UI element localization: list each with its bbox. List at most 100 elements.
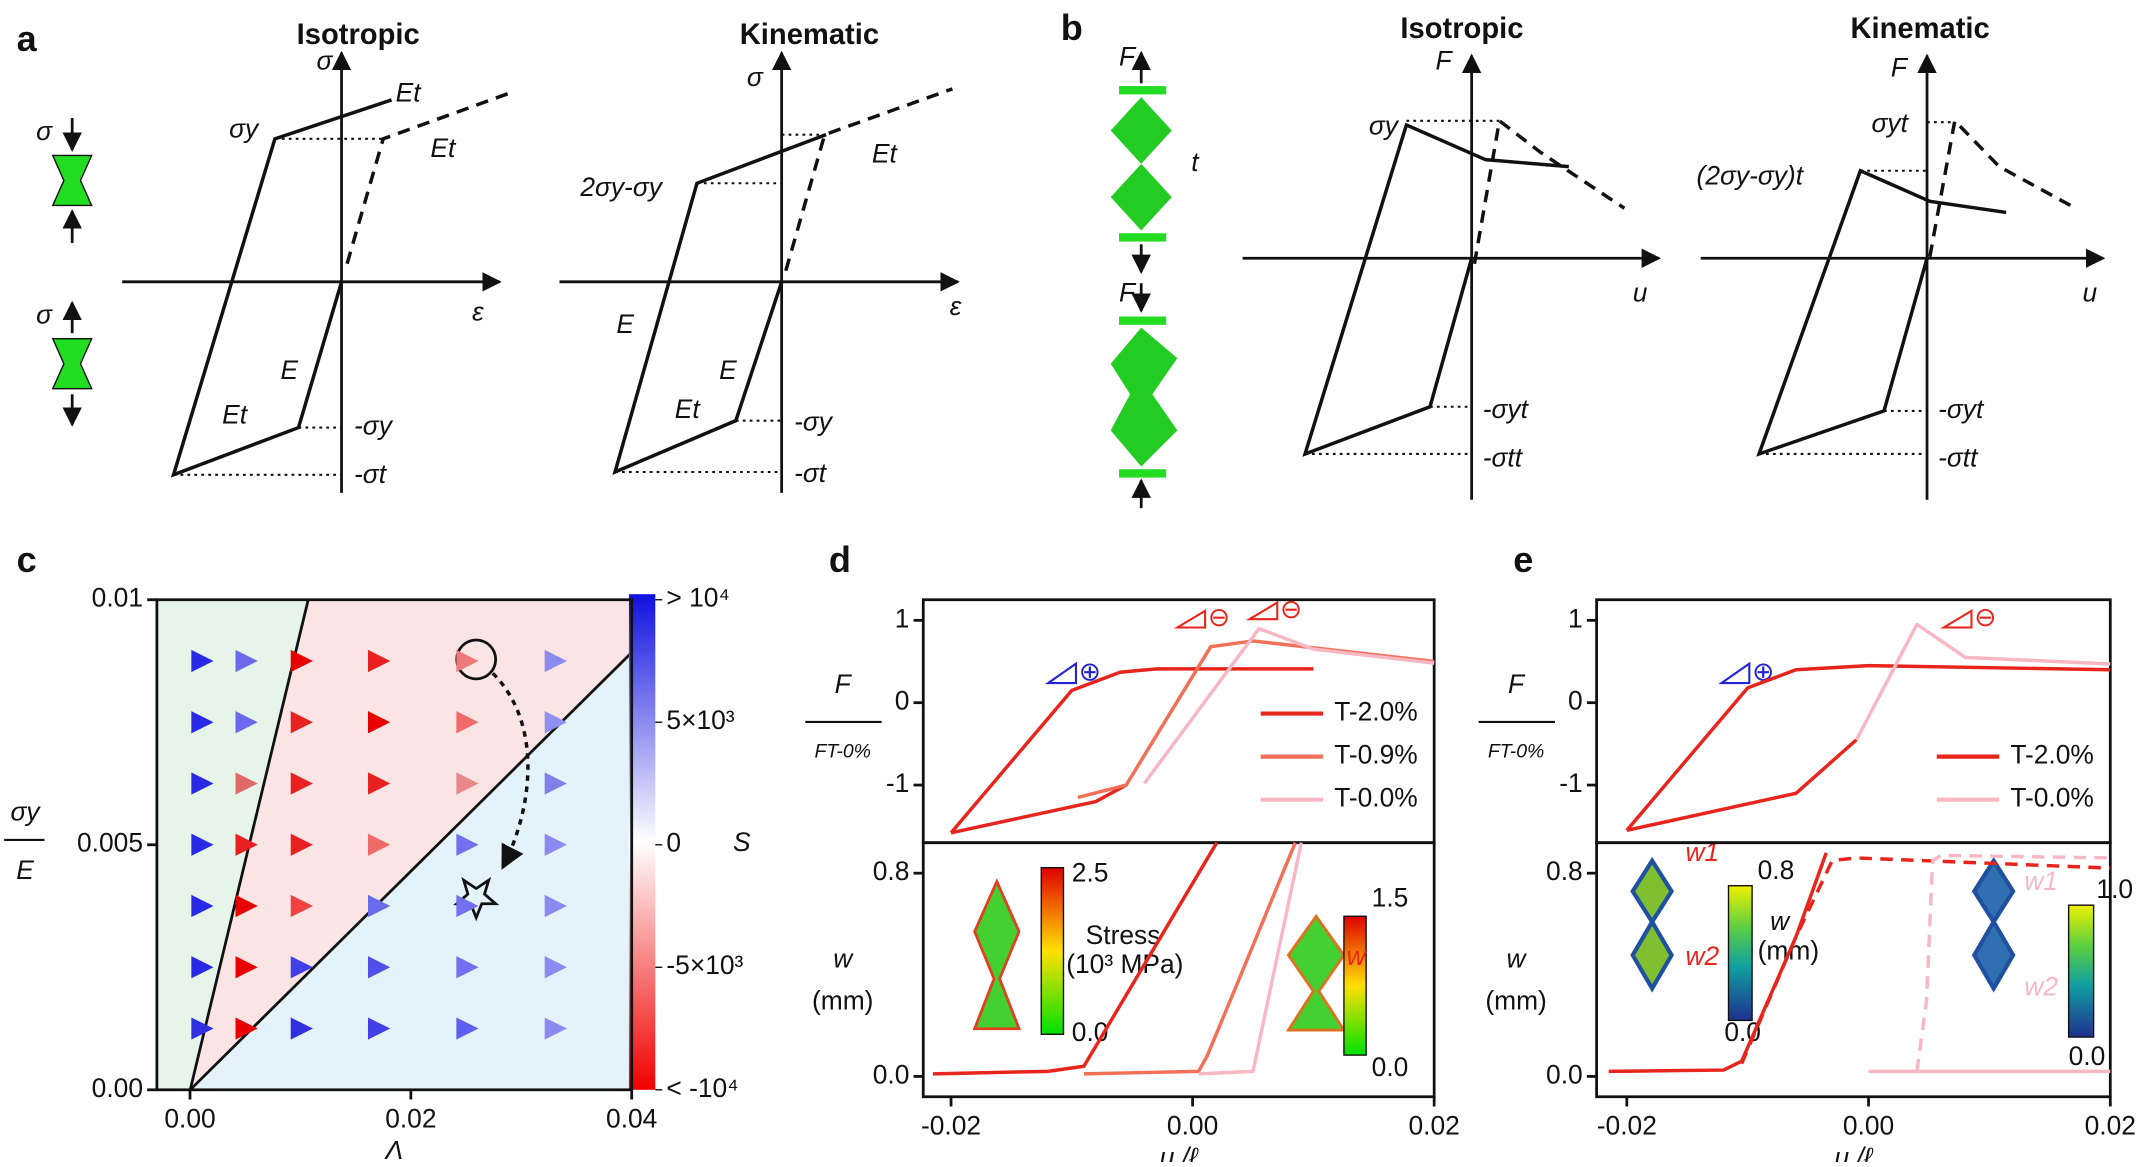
point	[235, 711, 258, 734]
x-tick-label: 0.00	[164, 1103, 215, 1133]
point	[544, 956, 567, 979]
label: -σtt	[1938, 442, 1979, 472]
point	[456, 894, 479, 918]
panel-title: Isotropic	[297, 19, 420, 51]
specimen-part	[1119, 316, 1167, 325]
label: σy	[229, 113, 260, 143]
label: u	[2083, 277, 2098, 307]
y-tick-label: 0	[895, 686, 910, 716]
series-line	[949, 667, 1314, 835]
legend-label: T-2.0%	[2010, 740, 2094, 770]
plot-frame	[921, 841, 1436, 1099]
legend-label: T-0.0%	[1334, 783, 1418, 813]
colorbar-tick-label: > 10⁴	[666, 583, 729, 613]
series-line	[1198, 842, 1304, 1076]
x-axis-label: u /ℓ	[1160, 1142, 1199, 1162]
x-tick-label: 0.02	[2085, 1110, 2136, 1140]
label: Et	[396, 77, 423, 107]
y-axis-label: w	[833, 944, 854, 974]
x-tick-label: -0.02	[1597, 1110, 1657, 1140]
point	[191, 649, 214, 673]
point	[191, 894, 214, 918]
point	[290, 649, 313, 673]
curve	[1472, 117, 1626, 265]
point	[290, 711, 313, 734]
y-tick-label: 1	[1568, 603, 1583, 633]
y-axis-label: σy	[10, 797, 41, 827]
x-tick-label: 0.02	[385, 1103, 436, 1133]
label: ε	[472, 297, 484, 327]
y-tick-label: 0.00	[92, 1073, 143, 1103]
inset-label: 0.8	[1758, 855, 1795, 885]
slope-triangle	[1245, 600, 1279, 621]
inset-label: w1	[1685, 837, 1719, 867]
label: E	[719, 355, 737, 385]
series-line	[1915, 853, 2111, 1072]
y-axis-unit: (mm)	[812, 985, 873, 1015]
series-line	[1083, 842, 1297, 1076]
inset-label: 0.0	[2069, 1041, 2106, 1071]
colorbar-tick-label: -5×10³	[666, 950, 743, 980]
point	[235, 772, 258, 795]
label: Et	[430, 133, 457, 163]
label: u	[1633, 277, 1648, 307]
curve	[1928, 117, 2077, 258]
point	[290, 894, 313, 918]
point	[235, 833, 258, 856]
specimen	[51, 338, 93, 390]
label: -σyt	[1483, 394, 1530, 424]
label: -σy	[354, 411, 394, 441]
point	[191, 833, 214, 856]
y-tick-label: -1	[1559, 768, 1582, 798]
label: F	[1891, 52, 1909, 82]
point	[368, 894, 391, 918]
point	[235, 894, 258, 918]
colorbar-tick-label: 0	[666, 828, 681, 858]
legend-label: T-0.9%	[1334, 740, 1418, 770]
panel-e: e ⊕ ⊖ w1 w2 0.8 w (mm) 0.0 w1 w2 1.0 0.0	[1513, 539, 2133, 1071]
panel-label: b	[1061, 7, 1083, 48]
label: Et	[675, 394, 702, 424]
point	[368, 833, 391, 856]
label: (2σy-σy)t	[1697, 161, 1805, 191]
point	[235, 649, 258, 673]
label: -σt	[354, 459, 388, 489]
panel-label: d	[829, 539, 851, 580]
y-tick-label: 0.8	[1546, 856, 1583, 886]
inset-label: w2	[1685, 941, 1719, 971]
plot-frame	[1595, 841, 2112, 1099]
curve	[1302, 122, 1569, 457]
y-tick-label: 0.005	[77, 828, 143, 858]
label: Et	[872, 138, 899, 168]
point	[368, 772, 391, 795]
panel-label: e	[1513, 539, 1533, 580]
point	[290, 956, 313, 979]
panel-label: a	[17, 18, 38, 59]
slope-triangle	[1044, 661, 1078, 685]
y-tick-label: 1	[895, 603, 910, 633]
point	[544, 833, 567, 856]
x-tick-label: 0.00	[1167, 1110, 1218, 1140]
panel-a: a Isotropic Kinematic σ σ σ Et σy Et ε E…	[17, 18, 962, 493]
legend-label: T-2.0%	[1334, 697, 1418, 727]
inset-label: 0.0	[1372, 1052, 1409, 1082]
curve	[345, 89, 515, 265]
annotation: ⊖	[1208, 602, 1230, 632]
y-axis-label: FT-0%	[814, 741, 870, 763]
annotation: ⊖	[1280, 594, 1302, 624]
panel-title: Kinematic	[740, 19, 879, 51]
specimen	[1110, 327, 1178, 467]
inset-colorbar	[1040, 866, 1065, 1035]
inset-specimen	[1630, 856, 1675, 993]
specimen	[1110, 97, 1172, 231]
panel-b: b Isotropic Kinematic F t F F σy u -σyt …	[1061, 7, 2106, 509]
x-tick-label: -0.02	[921, 1110, 981, 1140]
inset-specimen	[972, 878, 1022, 1031]
colorbar-tick-label: 5×10³	[666, 705, 734, 735]
label: σ	[747, 62, 764, 92]
inset-label: 1.0	[2096, 874, 2133, 904]
point	[544, 649, 567, 673]
series-line	[932, 841, 1219, 1076]
inset-specimen	[1971, 856, 2016, 993]
label: -σt	[794, 458, 828, 488]
